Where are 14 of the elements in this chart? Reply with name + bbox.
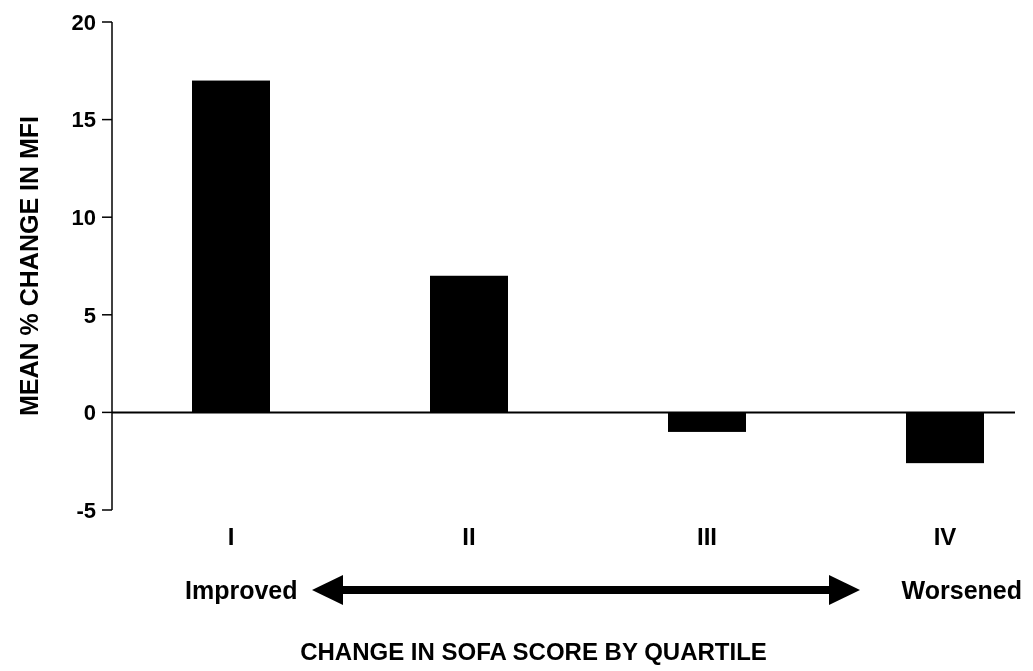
x-tick-label: I bbox=[227, 523, 235, 550]
y-tick-label: 15 bbox=[71, 107, 96, 133]
y-tick-label: 20 bbox=[71, 9, 96, 35]
text: Worsened bbox=[901, 575, 1022, 604]
x-tick-label: IV bbox=[933, 523, 957, 550]
y-tick-label: 5 bbox=[83, 302, 96, 328]
text: Improved bbox=[185, 575, 298, 604]
y-axis-title: MEAN % CHANGE IN MFI bbox=[15, 116, 43, 416]
x-tick-label: III bbox=[696, 523, 718, 550]
y-tick-label: 0 bbox=[83, 400, 96, 426]
y-tick-label: -5 bbox=[76, 497, 96, 523]
x-axis-title: CHANGE IN SOFA SCORE BY QUARTILE bbox=[300, 638, 767, 665]
y-tick-label: 10 bbox=[71, 204, 96, 230]
x-tick-label: II bbox=[462, 523, 476, 550]
